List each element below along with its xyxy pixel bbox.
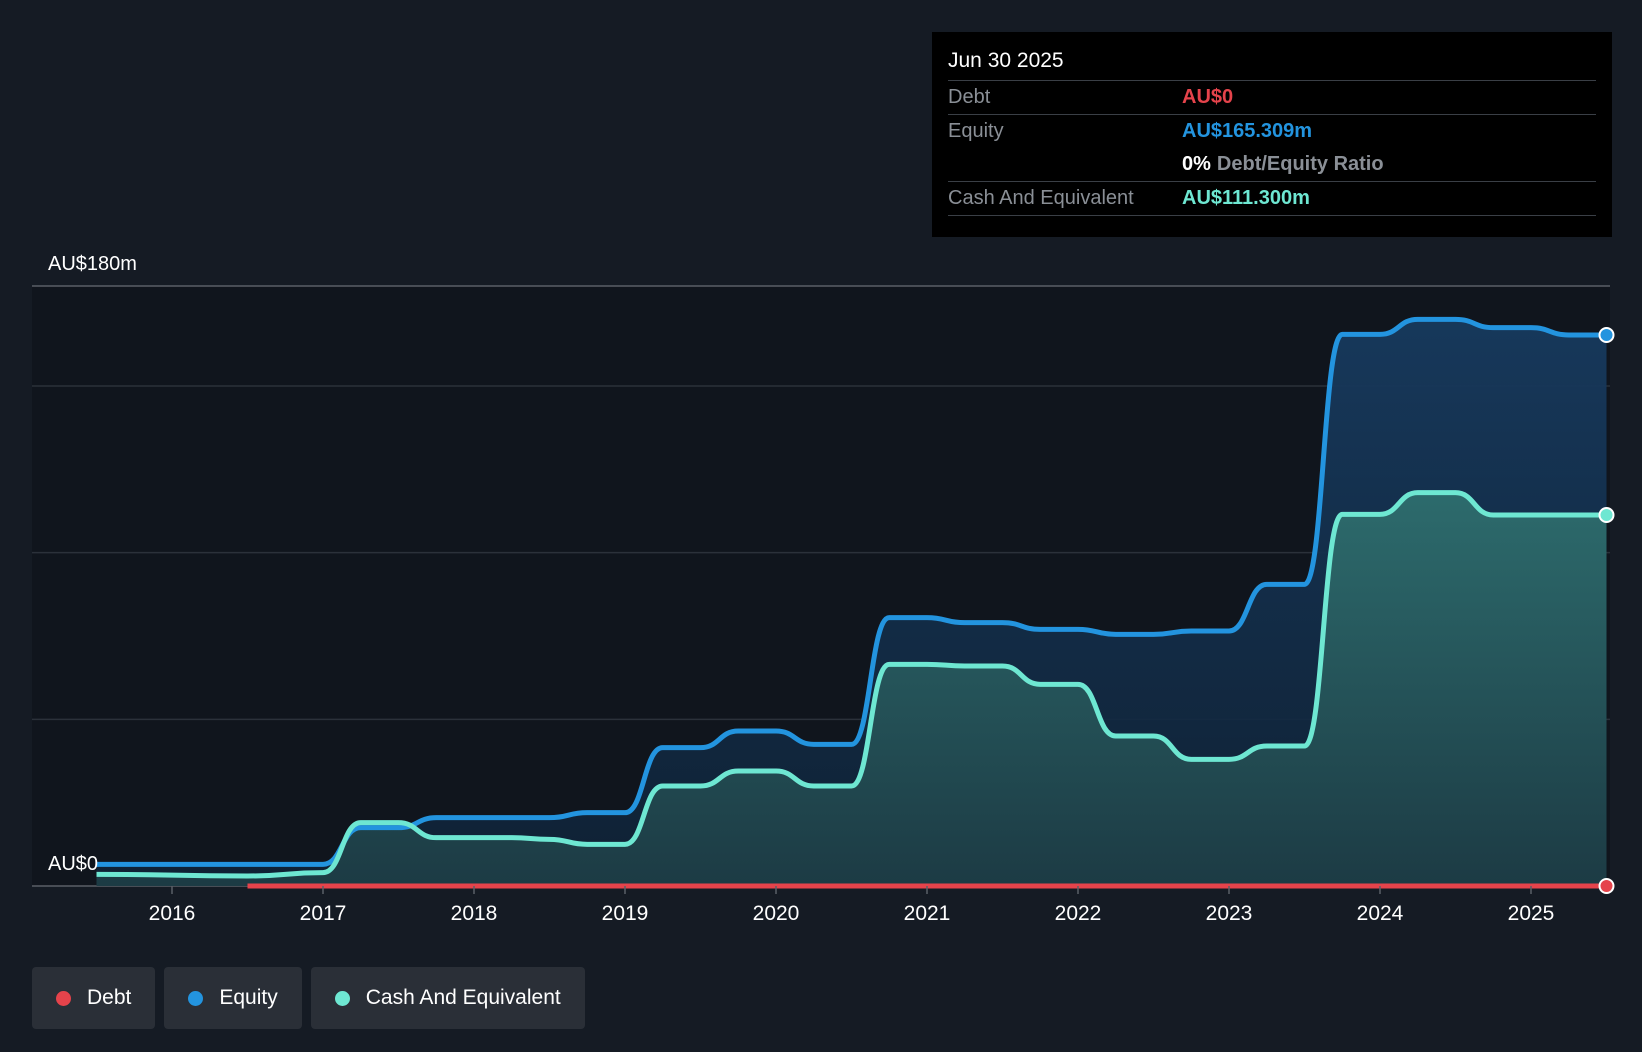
x-tick-label: 2017 <box>300 902 347 925</box>
x-tick-label: 2019 <box>602 902 649 925</box>
tooltip-equity-label: Equity <box>948 120 1004 142</box>
tooltip-debt-row: Debt AU$0 <box>948 80 1596 114</box>
tooltip-debt-value: AU$0 <box>1182 86 1234 108</box>
tooltip-ratio-row: 0% Debt/Equity Ratio <box>948 148 1596 181</box>
x-axis-ticks: 2016 2017 2018 2019 2020 2021 2022 2023 2024 2025 <box>149 886 1555 925</box>
chart-legend: Debt Equity Cash And Equivalent <box>32 967 585 1029</box>
legend-label-cash: Cash And Equivalent <box>365 986 561 1009</box>
x-tick-label: 2020 <box>753 902 800 925</box>
legend-label-equity: Equity <box>219 986 278 1009</box>
tooltip-date: Jun 30 2025 <box>948 49 1064 72</box>
legend-item-debt[interactable]: Debt <box>32 967 156 1029</box>
tooltip-cash-row: Cash And Equivalent AU$111.300m <box>948 181 1596 216</box>
cash-and-equivalent-area <box>96 492 1607 886</box>
tooltip-panel: Jun 30 2025 Debt AU$0 Equity AU$165.309m… <box>932 32 1612 237</box>
tooltip-equity-value: AU$165.309m <box>1182 120 1313 142</box>
tooltip-cash-label: Cash And Equivalent <box>948 187 1134 209</box>
cash-and-equivalent-line <box>96 490 1607 879</box>
series-areas <box>96 319 1607 886</box>
end-markers <box>1598 326 1615 894</box>
y-tick-label-zero: AU$0 <box>48 853 98 875</box>
x-tick-label: 2016 <box>149 902 196 925</box>
debt-end-marker[interactable] <box>1598 878 1615 894</box>
equity-line <box>96 316 1607 867</box>
x-tick-label: 2021 <box>904 902 951 925</box>
legend-item-cash[interactable]: Cash And Equivalent <box>310 967 585 1029</box>
debt-dot-icon <box>56 990 71 1006</box>
equity-dot-icon <box>188 990 204 1006</box>
x-tick-label: 2024 <box>1357 902 1404 925</box>
equity-end-marker[interactable] <box>1598 326 1615 343</box>
legend-label-debt: Debt <box>87 986 132 1009</box>
y-tick-label-max: AU$180m <box>48 253 137 275</box>
x-tick-label: 2022 <box>1055 902 1102 925</box>
tooltip-cash-value: AU$111.300m <box>1182 187 1310 209</box>
legend-item-equity[interactable]: Equity <box>164 967 302 1029</box>
x-tick-label: 2025 <box>1508 902 1555 925</box>
cash-dot-icon <box>334 990 350 1006</box>
tooltip-debt-label: Debt <box>948 86 991 108</box>
x-tick-label: 2018 <box>451 902 498 925</box>
tooltip-ratio-label: Debt/Equity Ratio <box>1216 153 1384 175</box>
x-tick-label: 2023 <box>1206 902 1253 925</box>
tooltip-equity-row: Equity AU$165.309m <box>948 114 1596 148</box>
cash-and-equivalent-end-marker[interactable] <box>1598 507 1615 523</box>
tooltip-ratio-value: 0% <box>1182 153 1211 175</box>
equity-area <box>96 319 1607 886</box>
